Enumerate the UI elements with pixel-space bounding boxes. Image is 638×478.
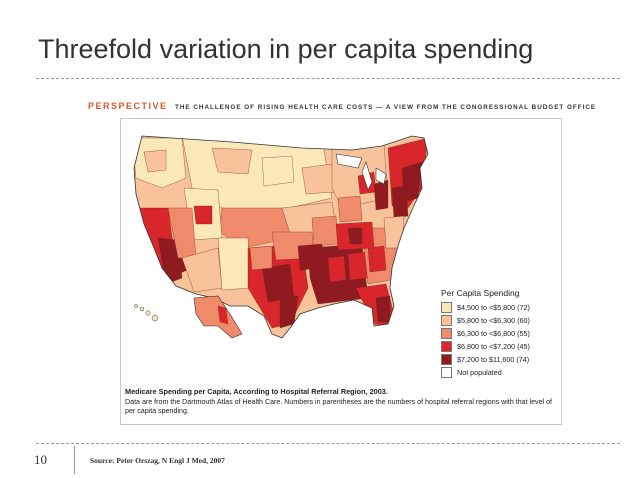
slide-title: Threefold variation in per capita spendi…	[38, 34, 534, 64]
figure-caption: Medicare Spending per Capita, According …	[125, 387, 555, 416]
legend-item: $7,200 to $11,600 (74)	[441, 353, 556, 365]
legend-swatch	[441, 353, 452, 365]
legend-label: Not populated	[457, 367, 502, 377]
legend-swatch	[441, 301, 452, 313]
caption-title: Medicare Spending per Capita, According …	[125, 387, 388, 396]
legend-item: $6,300 to <$6,800 (55)	[441, 327, 556, 339]
footer-separator	[74, 446, 75, 474]
legend-label: $5,800 to <$6,300 (60)	[457, 315, 530, 325]
legend-label: $4,500 to <$5,800 (72)	[457, 302, 530, 312]
legend-title: Per Capita Spending	[441, 288, 520, 298]
source-citation: Source: Peter Orszag, N Engl J Med, 2007	[90, 456, 225, 465]
title-divider	[36, 78, 620, 79]
legend-swatch	[441, 327, 452, 339]
legend-label: $6,800 to <$7,200 (45)	[457, 341, 530, 351]
legend-swatch	[441, 314, 452, 326]
legend-item: $6,800 to <$7,200 (45)	[441, 340, 556, 352]
legend-item: $5,800 to <$6,300 (60)	[441, 314, 556, 326]
legend-swatch	[441, 366, 452, 378]
us-spending-map	[133, 135, 429, 339]
figure-header: THE CHALLENGE OF RISING HEALTH CARE COST…	[175, 104, 597, 111]
legend-label: $6,300 to <$6,800 (55)	[457, 328, 530, 338]
legend-item: $4,500 to <$5,800 (72)	[441, 301, 556, 313]
hawaii-inset	[134, 304, 159, 322]
footer-divider	[36, 443, 620, 444]
legend-swatch	[441, 340, 452, 352]
perspective-label: PERSPECTIVE	[88, 101, 168, 111]
page-number: 10	[34, 452, 47, 467]
legend-item: Not populated	[441, 366, 556, 378]
legend-label: $7,200 to $11,600 (74)	[457, 354, 530, 364]
alaska-inset	[193, 295, 243, 339]
map-legend: Per Capita Spending $4,500 to <$5,800 (7…	[441, 288, 556, 379]
caption-body: Data are from the Dartmouth Atlas of Hea…	[125, 398, 553, 415]
